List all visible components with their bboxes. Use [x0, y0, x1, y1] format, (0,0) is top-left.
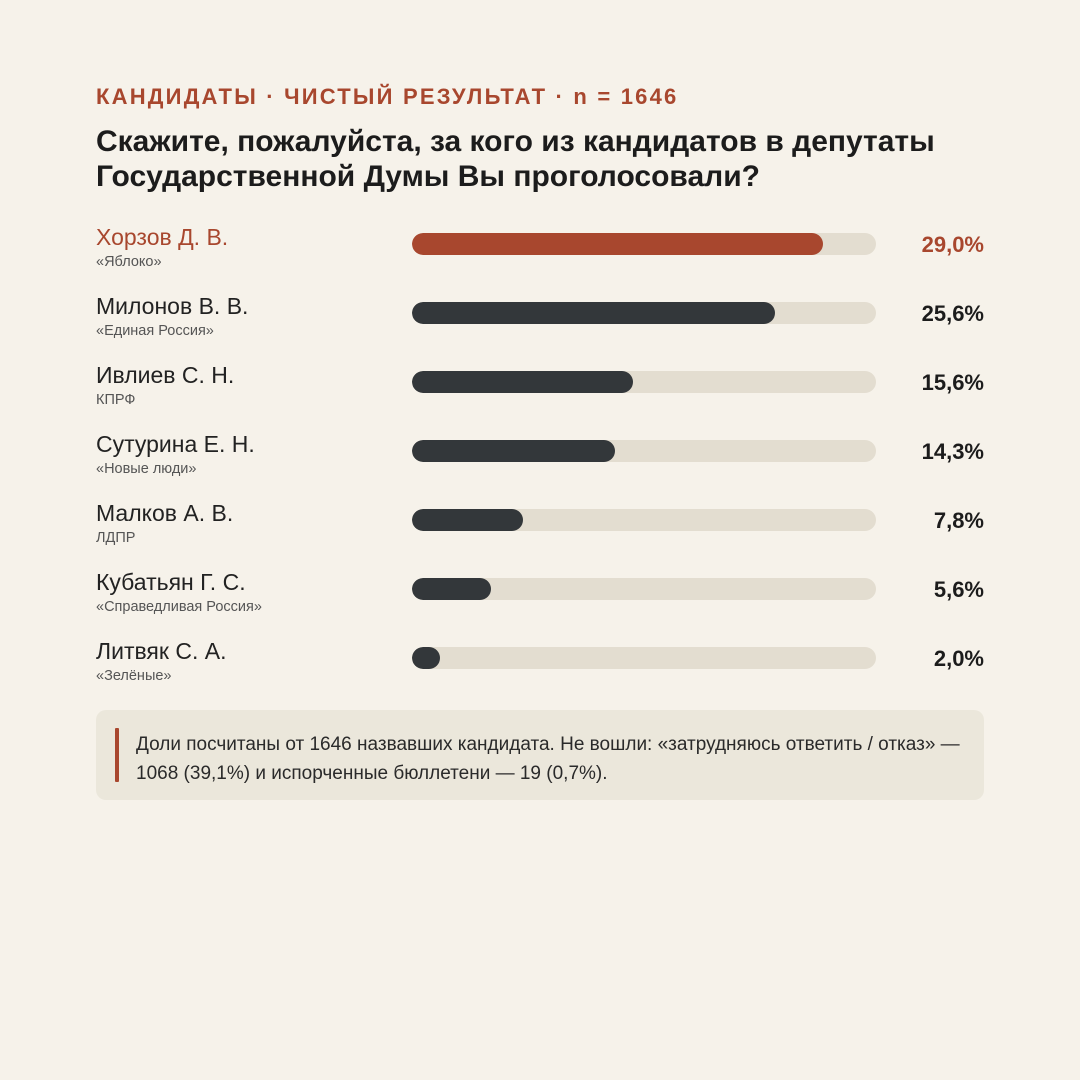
- candidate-label: Сутурина Е. Н. «Новые люди»: [96, 431, 396, 478]
- bar-value-label: 15,6%: [921, 370, 984, 395]
- bar-fill: [412, 371, 634, 393]
- candidate-name: Литвяк С. А.: [96, 638, 227, 664]
- candidate-row: Милонов В. В. «Единая Россия» 25,6%: [96, 287, 984, 356]
- candidate-name: Сутурина Е. Н.: [96, 431, 255, 457]
- bar-track: [412, 647, 876, 669]
- candidate-label: Ивлиев С. Н. КПРФ: [96, 362, 396, 409]
- candidate-party: ЛДПР: [96, 530, 136, 546]
- candidate-label: Малков А. В. ЛДПР: [96, 500, 396, 547]
- footnote-text: Доли посчитаны от 1646 назвавших кандида…: [136, 734, 960, 784]
- question-title: Скажите, пожалуйста, за кого из кандидат…: [96, 125, 935, 193]
- bar-chart: Хорзов Д. В. «Яблоко» 29,0% Милонов В. В. «Е…: [96, 218, 984, 701]
- bar-value-label: 14,3%: [921, 439, 984, 464]
- bar-track: [412, 440, 876, 462]
- candidate-party: «Единая Россия»: [96, 323, 214, 339]
- candidate-label: Милонов В. В. «Единая Россия»: [96, 293, 396, 340]
- kicker-label: КАНДИДАТЫ · ЧИСТЫЙ РЕЗУЛЬТАТ · n = 1646: [96, 84, 679, 109]
- bar-value-label: 2,0%: [933, 646, 984, 671]
- footnote-accent-bar: [115, 728, 119, 782]
- candidate-party: «Новые люди»: [96, 461, 197, 477]
- candidate-label: Хорзов Д. В. «Яблоко»: [96, 224, 396, 271]
- candidate-row: Ивлиев С. Н. КПРФ 15,6%: [96, 356, 984, 425]
- bar-track: [412, 302, 876, 324]
- bar-value-label: 5,6%: [933, 577, 984, 602]
- candidate-party: «Справедливая Россия»: [96, 599, 262, 615]
- bar-value-label: 25,6%: [921, 301, 984, 326]
- bar-value-label: 7,8%: [933, 508, 984, 533]
- bar-fill: [412, 578, 492, 600]
- candidate-label: Литвяк С. А. «Зелёные»: [96, 638, 396, 685]
- bar-fill: [412, 233, 824, 255]
- candidate-name: Кубатьян Г. С.: [96, 569, 246, 595]
- candidate-row: Литвяк С. А. «Зелёные» 2,0%: [96, 632, 984, 701]
- candidate-row: Кубатьян Г. С. «Справедливая Россия» 5,6%: [96, 563, 984, 632]
- candidate-name: Хорзов Д. В.: [96, 224, 229, 250]
- candidate-row: Малков А. В. ЛДПР 7,8%: [96, 494, 984, 563]
- candidate-party: КПРФ: [96, 392, 136, 408]
- candidate-party: «Зелёные»: [96, 668, 172, 684]
- bar-track: [412, 578, 876, 600]
- candidate-row: Хорзов Д. В. «Яблоко» 29,0%: [96, 218, 984, 287]
- candidate-party: «Яблоко»: [96, 254, 162, 270]
- bar-track: [412, 509, 876, 531]
- candidate-name: Малков А. В.: [96, 500, 234, 526]
- candidate-name: Ивлиев С. Н.: [96, 362, 235, 388]
- bar-value-label: 29,0%: [921, 232, 984, 257]
- bar-fill: [412, 302, 776, 324]
- bar-fill: [412, 647, 441, 669]
- candidate-row: Сутурина Е. Н. «Новые люди» 14,3%: [96, 425, 984, 494]
- bar-track: [412, 233, 876, 255]
- footnote-box: Доли посчитаны от 1646 назвавших кандида…: [96, 710, 984, 800]
- candidate-name: Милонов В. В.: [96, 293, 249, 319]
- candidate-label: Кубатьян Г. С. «Справедливая Россия»: [96, 569, 396, 616]
- bar-track: [412, 371, 876, 393]
- bar-fill: [412, 509, 523, 531]
- bar-fill: [412, 440, 615, 462]
